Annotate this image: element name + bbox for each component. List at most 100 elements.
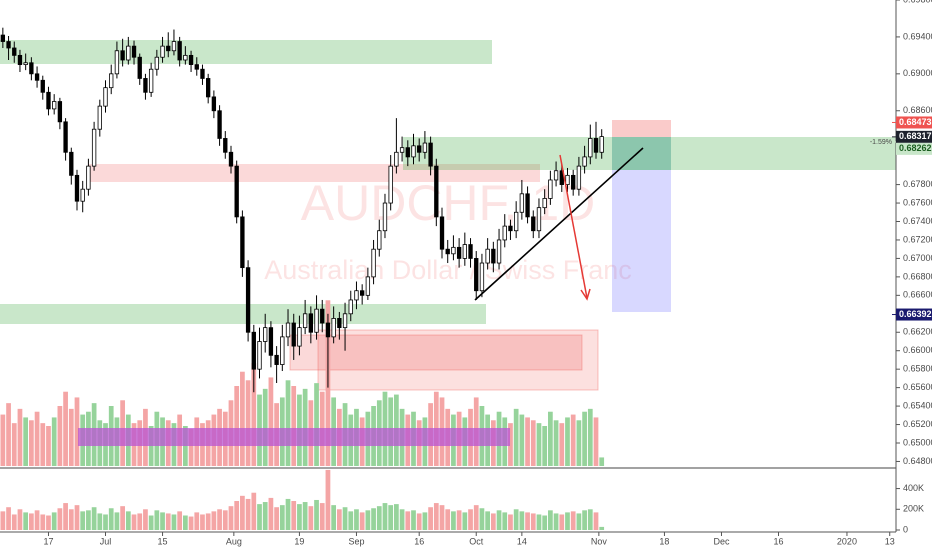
candle-body xyxy=(263,327,268,342)
volume-bar-overlay xyxy=(262,388,268,466)
volume-bar-overlay xyxy=(508,423,513,466)
volume-bar-overlay xyxy=(314,383,319,466)
volume-bar-overlay xyxy=(536,423,542,466)
candle-body xyxy=(17,54,23,66)
candle-body xyxy=(576,165,582,190)
volume-bar xyxy=(422,512,428,530)
volume-bar xyxy=(103,514,108,530)
volume-bar-overlay xyxy=(542,426,548,466)
candle-body xyxy=(206,78,211,98)
candle-body xyxy=(439,216,445,250)
volume-bar-overlay xyxy=(565,417,570,466)
volume-bar xyxy=(502,512,508,530)
candle-body xyxy=(46,91,51,110)
position-entry xyxy=(612,137,671,170)
candle-body xyxy=(571,174,576,190)
volume-bar-overlay xyxy=(525,417,530,466)
candle-body xyxy=(519,193,525,213)
candle-body xyxy=(154,56,160,70)
volume-bar xyxy=(188,516,194,530)
x-tick-label: 18 xyxy=(659,536,669,546)
volume-bar-overlay xyxy=(519,414,525,466)
volume-bar xyxy=(11,514,17,530)
x-tick-label: 16 xyxy=(774,536,784,546)
volume-bar xyxy=(251,492,257,530)
volume-bar xyxy=(513,509,519,530)
volume-bar-overlay xyxy=(234,386,240,466)
candle-body xyxy=(405,147,410,158)
volume-bar-overlay xyxy=(188,428,194,466)
y-tick-label: 0.69800 xyxy=(903,0,932,4)
volume-bar xyxy=(285,498,291,530)
volume-bar xyxy=(120,506,125,530)
volume-bar xyxy=(416,513,422,530)
volume-bar xyxy=(91,507,97,530)
volume-bar-overlay xyxy=(582,411,587,466)
candle-body xyxy=(474,258,479,292)
candle-body xyxy=(314,308,319,333)
candle-body xyxy=(34,73,40,81)
volume-bar xyxy=(388,505,394,530)
candle-body xyxy=(525,193,530,218)
resistance-zone xyxy=(88,164,540,182)
x-tick-label: Dec xyxy=(713,536,730,546)
candle-body xyxy=(6,41,11,49)
volume-bar xyxy=(576,513,582,530)
volume-bar xyxy=(479,508,485,530)
volume-bar-overlay xyxy=(245,380,251,466)
volume-bar xyxy=(411,510,416,530)
volume-bar-overlay xyxy=(251,363,257,466)
candle-body xyxy=(348,299,353,315)
volume-bar xyxy=(445,509,451,530)
arrow-head xyxy=(580,288,591,301)
volume-bar xyxy=(80,511,86,530)
volume-bar xyxy=(217,509,222,530)
candle-body xyxy=(508,225,513,232)
volume-bar xyxy=(359,512,365,530)
candle-body xyxy=(109,73,114,89)
volume-bar-overlay xyxy=(6,403,11,466)
volume-bar xyxy=(262,502,268,530)
candle-body xyxy=(491,248,496,264)
candle-body xyxy=(126,45,131,61)
volume-bar-overlay xyxy=(34,411,40,466)
volume-bar xyxy=(171,514,177,530)
candle-body xyxy=(434,165,439,218)
volume-bar xyxy=(565,512,570,530)
volume-bar-overlay xyxy=(68,408,74,466)
volume-bar xyxy=(137,513,143,530)
candle-body xyxy=(52,101,57,110)
support-zone xyxy=(0,304,486,324)
candle-body xyxy=(599,136,604,153)
candle-body xyxy=(171,41,177,52)
x-tick-label: 16 xyxy=(414,536,424,546)
price-label-box xyxy=(896,308,932,321)
candle-body xyxy=(80,188,85,202)
candle-body xyxy=(257,341,262,370)
volume-bar xyxy=(530,513,536,530)
trend-line xyxy=(474,147,644,301)
candle-body xyxy=(291,322,296,347)
candle-body xyxy=(97,105,102,130)
volume-tick-label: 400K xyxy=(903,483,924,493)
volume-bar-overlay xyxy=(513,408,519,466)
volume-bar-overlay xyxy=(40,423,46,466)
candle-body xyxy=(354,290,359,301)
volume-bar xyxy=(257,504,262,530)
volume-bar xyxy=(587,509,593,530)
volume-bar xyxy=(74,505,80,530)
drawings-back: AUDCHF, 1D Australian Dollar / Swiss Fra… xyxy=(0,40,896,391)
volume-bar-overlay xyxy=(530,420,536,466)
volume-bar xyxy=(468,509,473,530)
x-tick-label: 2020 xyxy=(837,536,857,546)
volume-tick-label: 0 xyxy=(903,524,908,534)
price-label-box xyxy=(896,142,932,155)
volume-bar-overlay xyxy=(74,397,80,466)
volume-bar xyxy=(371,508,376,530)
volume-bar xyxy=(51,512,57,530)
